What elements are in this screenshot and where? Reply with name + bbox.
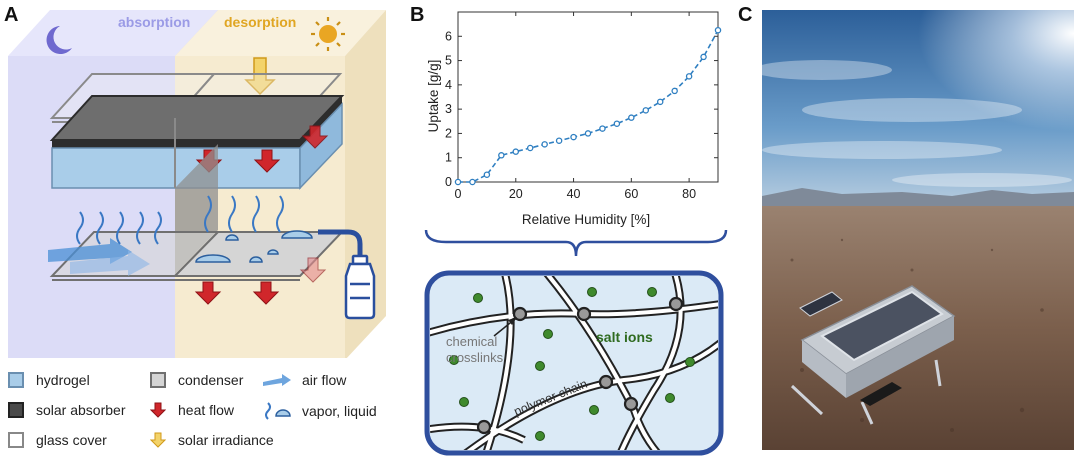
photo-pebbles (790, 238, 1044, 432)
data-point (685, 73, 693, 80)
data-point (714, 26, 722, 34)
y-tick-label: 4 (445, 78, 452, 92)
data-point (570, 133, 577, 141)
absorber-swatch (8, 402, 24, 418)
plot-frame (457, 11, 719, 183)
x-tick-label: 40 (567, 187, 581, 201)
legend-solar-absorber-label: solar absorber (36, 402, 126, 418)
legend-condenser: condenser (150, 372, 243, 388)
photo-device (790, 285, 956, 425)
crosslink-pointer-head (508, 317, 517, 325)
x-tick-label: 60 (624, 187, 638, 201)
legend-vapor-liquid: vapor, liquid (262, 402, 377, 420)
uptake-chart: 0 20 40 60 80 0 1 2 3 4 5 6 Relative Humidity [%] U… (426, 11, 722, 227)
data-point (512, 148, 520, 155)
y-axis-label: Uptake [g/g] (426, 60, 441, 133)
data-point (671, 87, 678, 95)
photo-sun-glare (762, 10, 1074, 206)
liquid-droplets (195, 230, 313, 263)
desorption-zone-top (175, 10, 386, 56)
absorber-top (49, 95, 345, 141)
data-point (613, 120, 621, 127)
data-point (700, 53, 707, 61)
legend-condenser-label: condenser (178, 372, 244, 388)
air-flow-icon (263, 374, 291, 386)
field-photo (762, 10, 1074, 450)
data-point (599, 125, 606, 132)
glass-swatch (8, 432, 24, 448)
desorption-label: desorption (224, 14, 296, 30)
panel-label-b: B (410, 4, 425, 26)
water-bottle-icon (344, 254, 376, 320)
vapor-liquid-icon (265, 402, 291, 420)
vapor-left (76, 211, 162, 245)
x-tick-label: 0 (455, 187, 462, 201)
data-point (469, 178, 476, 186)
photo-mountains (762, 188, 1074, 210)
photo-clouds (762, 60, 1072, 187)
x-tick-label: 20 (509, 187, 523, 201)
legend-heat-flow: heat flow (150, 402, 234, 418)
legend-hydrogel: hydrogel (8, 372, 90, 388)
chemical-crosslinks-label-1: chemical (446, 334, 497, 349)
crosslink-nodes (476, 296, 684, 435)
collection-tube (318, 229, 363, 256)
legend-solar-irradiance-label: solar irradiance (178, 432, 274, 448)
hydrogel-swatch (8, 372, 24, 388)
panel-a-diagram: absorption desorption (8, 10, 386, 358)
salt-ion-dots (449, 287, 695, 441)
panel-label-a: A (4, 4, 19, 26)
legend-heat-flow-label: heat flow (178, 402, 235, 418)
x-axis-label: Relative Humidity [%] (522, 212, 650, 227)
legend-air-flow-label: air flow (302, 372, 347, 388)
legend-solar-absorber: solar absorber (8, 402, 126, 418)
absorption-label: absorption (118, 14, 190, 30)
x-tick-label: 80 (682, 187, 696, 201)
legend-glass-cover-label: glass cover (36, 432, 107, 448)
vapor-right (204, 195, 284, 233)
data-point (483, 171, 491, 178)
data-point (526, 144, 534, 152)
heat-flow-icon (150, 402, 166, 418)
heat-arrows-lower (194, 257, 327, 305)
legend-vapor-liquid-label: vapor, liquid (302, 403, 377, 419)
data-point (628, 114, 635, 121)
solar-irradiance-icon (150, 432, 166, 448)
data-point (498, 152, 505, 159)
condenser-swatch (150, 372, 166, 388)
sun-icon (311, 17, 345, 51)
data-point (454, 178, 462, 186)
data-point (656, 98, 664, 106)
data-point (642, 107, 650, 114)
absorption-zone-top (8, 10, 218, 56)
panel-label-c: C (738, 4, 753, 26)
data-point (541, 141, 548, 148)
salt-ions-label: salt ions (596, 329, 653, 345)
legend-air-flow: air flow (262, 372, 346, 388)
y-tick-label: 6 (445, 29, 452, 43)
data-point (555, 137, 563, 144)
legend-solar-irradiance: solar irradiance (150, 432, 274, 448)
series-line (458, 29, 719, 183)
data-point (584, 130, 592, 137)
air-flow-arrows (48, 238, 150, 276)
solar-arrow-large (244, 57, 276, 96)
legend-hydrogel-label: hydrogel (36, 372, 90, 388)
polymer-network-inset: chemical crosslinks salt ions polymer ch… (424, 270, 724, 456)
moon-icon (46, 26, 72, 54)
y-tick-label: 1 (445, 151, 452, 165)
zoom-bracket (424, 229, 728, 257)
hydrogel-side (299, 102, 343, 190)
legend-glass-cover: glass cover (8, 432, 107, 448)
y-tick-label: 2 (445, 126, 452, 140)
chemical-crosslinks-label-2: crosslinks (446, 350, 504, 365)
y-tick-label: 3 (445, 102, 452, 116)
y-tick-label: 5 (445, 54, 452, 68)
y-tick-label: 0 (445, 175, 452, 189)
